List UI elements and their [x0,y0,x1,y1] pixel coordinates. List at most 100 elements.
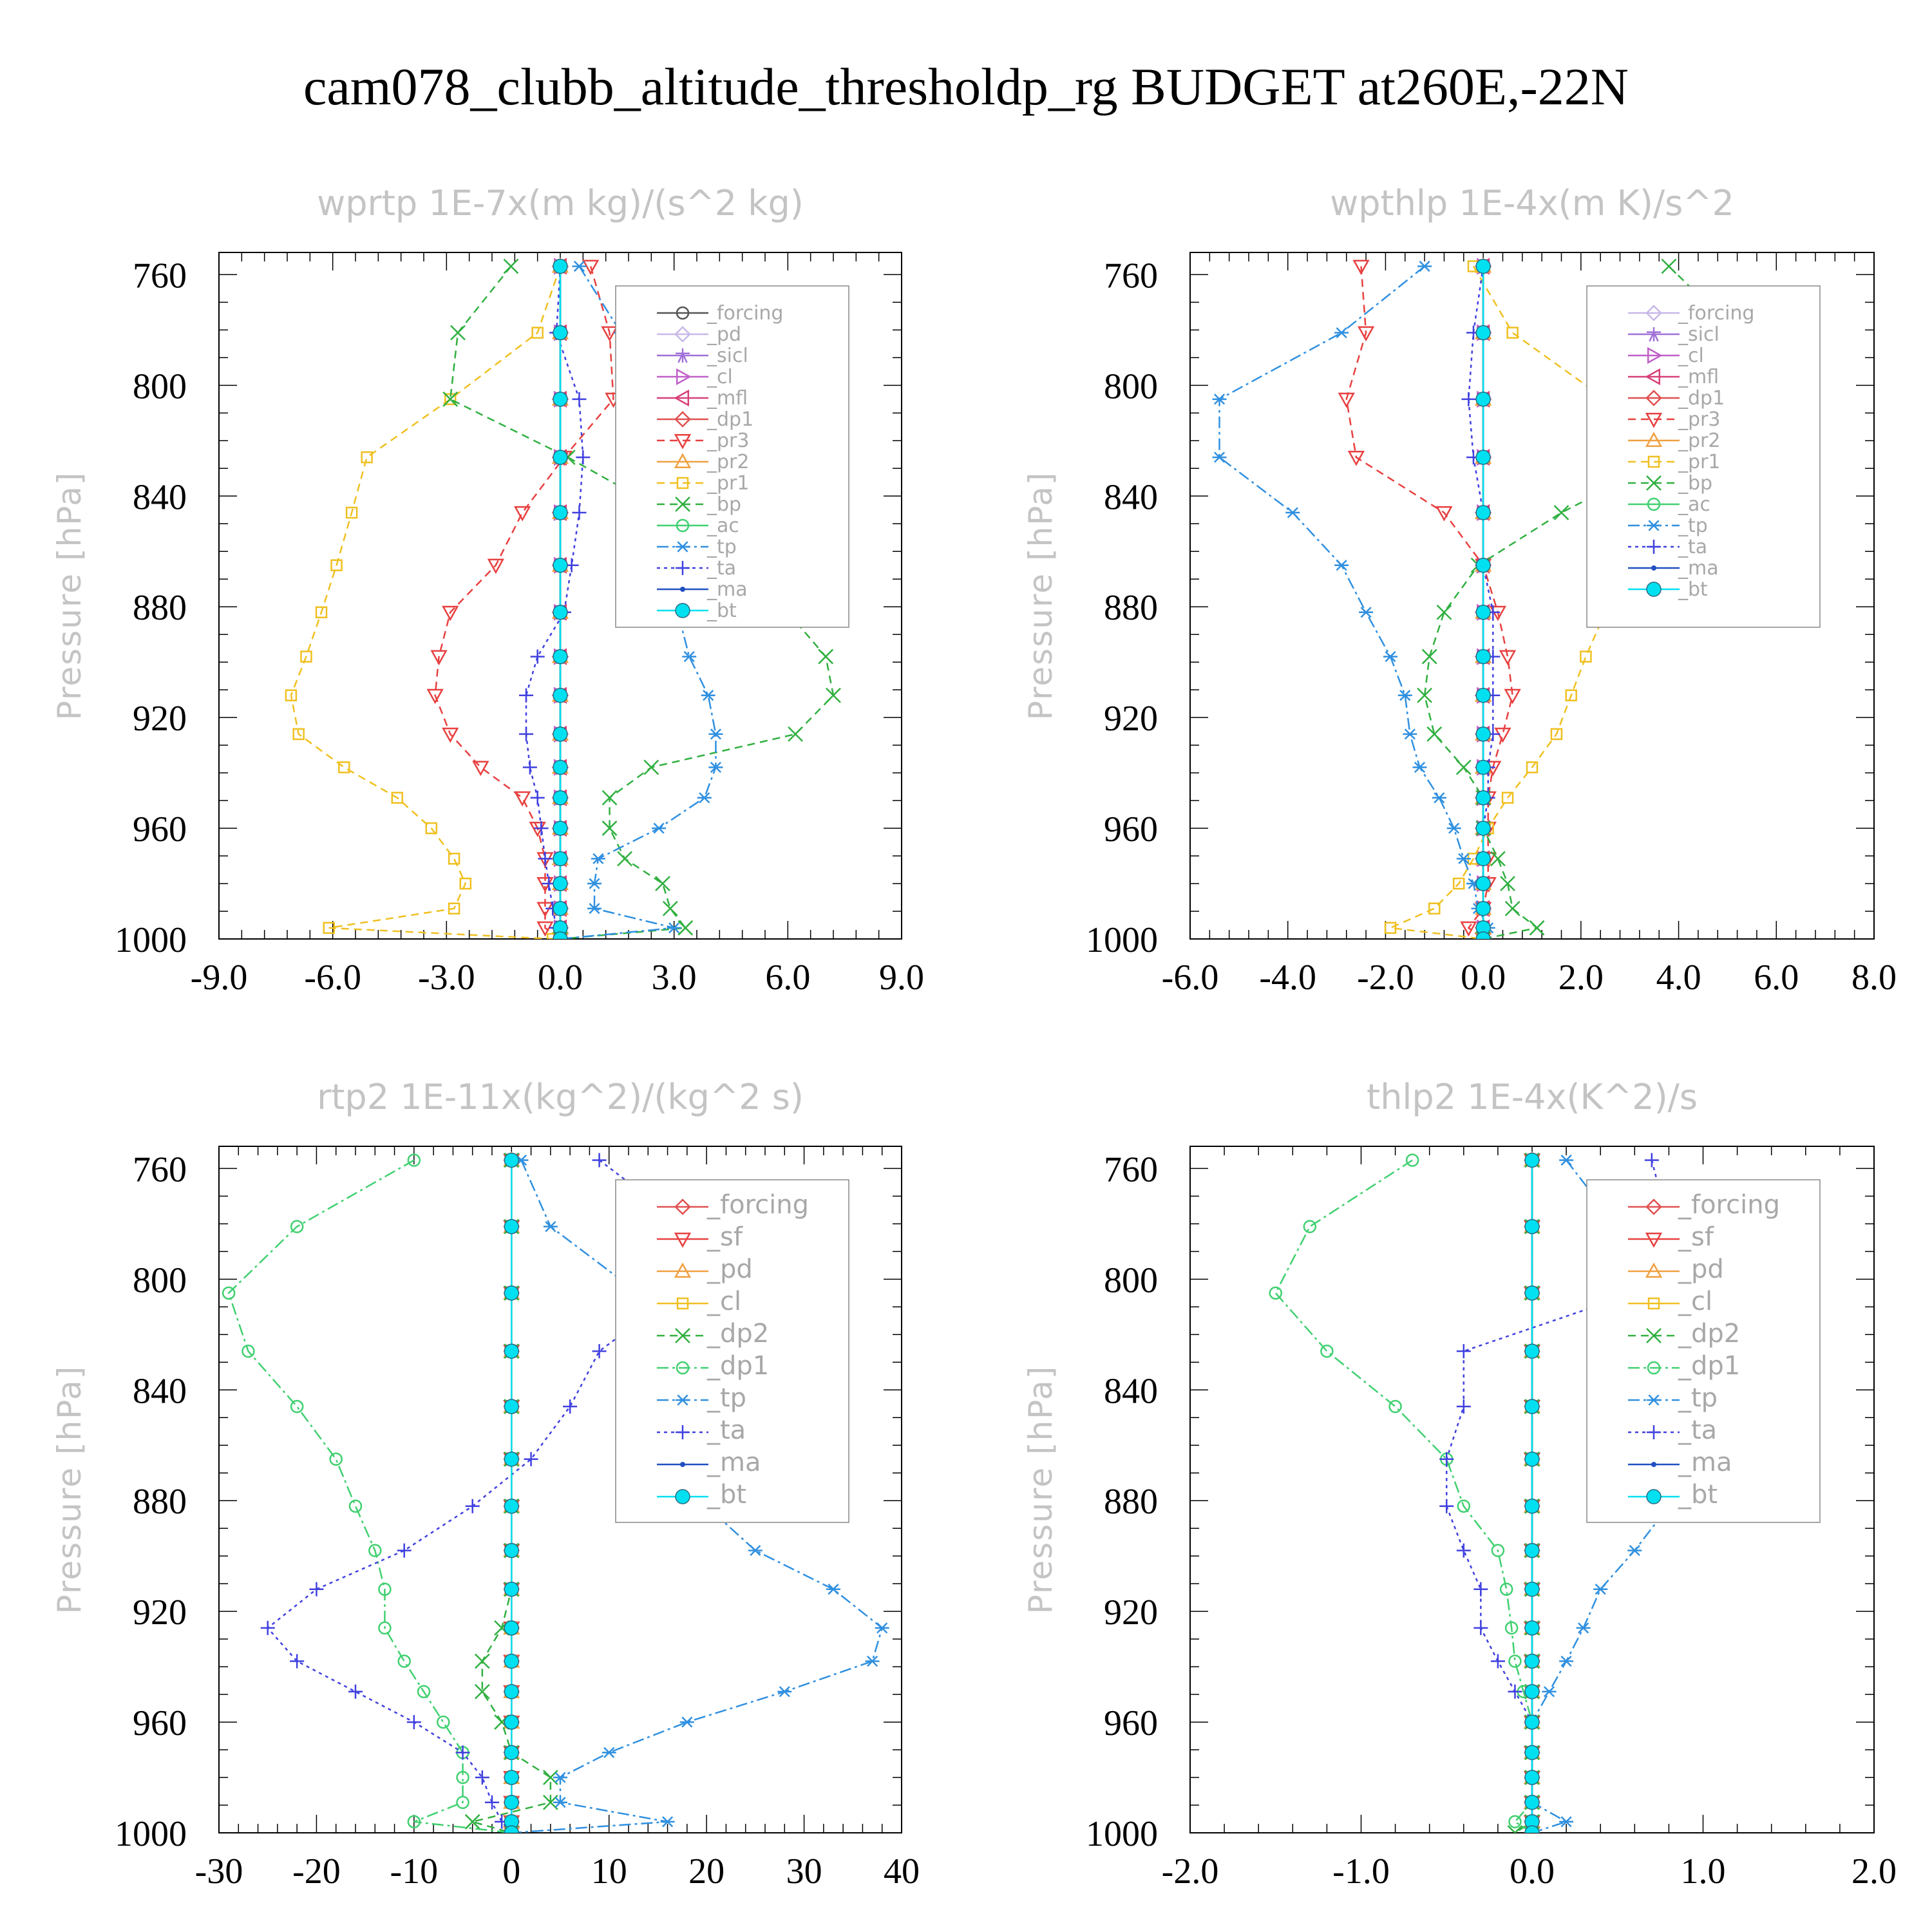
chart-panel-4: thlp2 1E-4x(K^2)/s Pressure [hPa] 760 800 84… [1022,1077,1897,1891]
legend-label: _mfl [706,387,748,410]
y-tick-label: 960 [133,810,187,849]
chart-title: wprtp 1E-7x(m kg)/(s^2 kg) [317,183,804,223]
legend-marker [676,368,692,386]
data-point_bt [553,876,568,891]
legend-label: _cl [1678,1287,1712,1316]
legend-item: _forcing [657,302,783,325]
legend-label: _pr1 [706,472,749,495]
data-point_tp [701,690,715,701]
x-tick-label: 40 [884,1852,920,1891]
data-point_tp [1334,327,1349,339]
data-point_bt [1475,900,1491,916]
legend-item: _mfl [1628,366,1719,388]
data-point_pr1 [323,922,336,934]
legend-marker [1647,497,1661,511]
data-point_tp [1432,792,1446,804]
data-point_bt [1524,1451,1540,1467]
data-point_dp1 [417,1685,431,1699]
data-point_pr1 [425,822,438,835]
legend-item: _cl [1628,1287,1712,1316]
legend-marker [674,1262,692,1278]
data-point_ta [1439,1452,1454,1466]
y-tick-label: 760 [133,1150,187,1189]
data-point_bt [504,1794,520,1810]
data-point_ta [1456,1543,1471,1558]
legend-marker [676,1394,690,1406]
data-point_ta [530,649,545,664]
y-tick-label: 920 [1104,699,1158,739]
data-point_bt [504,1684,520,1700]
data-point_bp [1436,604,1452,620]
data-point_tp [652,822,667,834]
legend-marker [675,1489,690,1504]
data-point_tp [697,792,712,804]
series-line_pr3 [434,266,614,939]
series_tp [1212,260,1495,939]
data-point_bp [617,851,632,867]
legend-label: _sf [706,1222,743,1252]
x-tick-label: -9.0 [191,958,248,998]
legend-item: _forcing [1628,1190,1780,1220]
legend-item: _pr2 [657,451,749,473]
data-point_bp [1504,900,1520,916]
data-point_bt [1524,1770,1540,1785]
legend-marker [1645,305,1662,321]
data-point_bp [450,325,466,341]
data-point_pr1 [1384,922,1397,934]
data-point_tp [708,728,723,740]
x-tick-label: 8.0 [1852,958,1897,998]
data-point_bp [1455,759,1472,775]
x-tick-label: 30 [786,1852,822,1891]
legend-item: _sicl [1628,323,1719,346]
data-point_bt [553,557,568,573]
data-point_bt [1524,1714,1540,1730]
data-point_pr1 [391,791,404,804]
data-point_tp [1542,1686,1557,1698]
series_dp1 [222,1153,518,1833]
y-tick-label: 840 [133,477,187,517]
data-point_bt [553,900,568,916]
y-axis-label: Pressure [hPa] [51,471,88,721]
legend-label: _dp1 [706,1351,769,1381]
data-point_pr3 [1435,506,1453,522]
data-point_bt [1475,851,1491,867]
legend-item: _bp [1628,472,1712,495]
legend-item: _sf [657,1222,743,1252]
y-tick-label: 880 [1104,588,1158,628]
y-tick-label: 880 [133,1482,187,1522]
data-point_ta [1456,1344,1471,1359]
data-point_ta [538,851,553,866]
legend-box [1586,1179,1821,1523]
legend-item: _ma [1628,1448,1732,1477]
data-point_pr1 [292,728,305,741]
data-point_ta [592,1153,607,1168]
legend-item: _bt [657,600,737,622]
data-point_ta [1644,1153,1659,1168]
data-point_bt [553,450,568,465]
legend-item: _mfl [657,387,748,410]
data-point_bt [553,392,568,407]
data-point_tp [748,1544,762,1557]
y-tick-label: 800 [1104,366,1158,406]
legend: _forcing_sf _pd _cl _dp2_dp1_tp _ta _ma _bt [615,1179,849,1523]
y-tick-label: 920 [133,699,187,739]
data-point_bt [553,851,568,867]
plot-frame [1189,252,1875,940]
series-line_dp1 [1274,1159,1533,1833]
data-point_bt [1524,1620,1540,1636]
data-point_tp [1212,451,1227,463]
data-point_tp [1334,560,1349,571]
data-point_dp2 [1507,1825,1523,1833]
series_dp2 [1507,1152,1540,1833]
x-tick-label: -2.0 [1162,1852,1219,1891]
data-point_dp1 [348,1499,363,1513]
plot-area [285,257,841,939]
legend-label: _bt [1678,578,1708,601]
data-point_pr1 [459,877,472,890]
legend-label: _cl [706,1287,741,1316]
legend-label: _forcing [706,1190,809,1220]
data-point_dp1 [1405,1153,1419,1167]
legend-label: _pr3 [706,430,749,452]
legend-marker [1645,1198,1662,1215]
data-point_tp [572,260,587,272]
